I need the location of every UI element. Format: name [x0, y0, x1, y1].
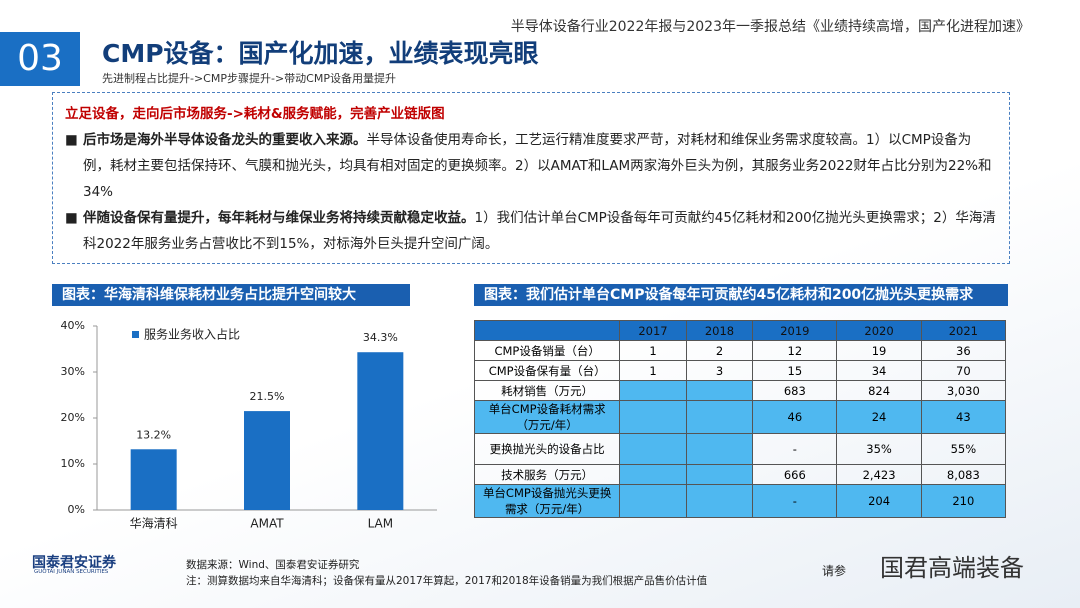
table-cell: CMP设备销量（台） [473, 340, 621, 361]
header-cell: 2020 [836, 320, 922, 341]
table-cell: 36 [920, 340, 1007, 361]
table-cell: 2 [685, 340, 754, 361]
table-cell [619, 484, 687, 518]
table-row: 更换抛光头的设备占比 -35% 55% [473, 433, 1007, 465]
table-cell: 55% [920, 433, 1007, 465]
header-row: 2017 2018 2019 2020 2021 [473, 320, 1007, 341]
header-cell: 2017 [619, 320, 687, 341]
table-cell: 耗材销售（万元） [473, 380, 621, 401]
slide-title: CMP设备：国产化加速，业绩表现亮眼 [102, 39, 539, 68]
value-label: 13.2% [136, 428, 171, 441]
header-cell: 2019 [752, 320, 838, 341]
table-cell: CMP设备保有量（台） [473, 360, 621, 381]
table-row: 耗材销售（万元） 683 824 3,030 [473, 380, 1007, 401]
table-cell: 3,030 [920, 380, 1007, 401]
table-cell: 204 [836, 484, 922, 518]
table-row: CMP设备保有量（台） 1 3 15 34 70 [473, 360, 1007, 381]
bullet-lead: 伴随设备保有量提升，每年耗材与维保业务将持续贡献稳定收益。 [83, 210, 475, 226]
y-tick-label: 20% [61, 411, 85, 424]
disclaimer: 请参 [822, 564, 847, 578]
summary-box: 立足设备，走向后市场服务->耗材&服务赋能，完善产业链版图 ■ 后市场是海外半导体… [52, 92, 1010, 264]
table-cell: 824 [836, 380, 922, 401]
table-cell: 24 [836, 400, 922, 434]
table-cell: 1 [619, 340, 687, 361]
logo-en: GUOTAI JUNAN SECURITIES [34, 569, 109, 575]
bullet: ■ 伴随设备保有量提升，每年耗材与维保业务将持续贡献稳定收益。1）我们估计单台CM… [65, 210, 996, 252]
y-tick-label: 30% [61, 365, 85, 378]
bullet-text: 半导体设备使用寿命长，工艺运行精准度要求严苛，对耗材和维保业务需求度较高。1）以… [83, 132, 992, 200]
table-cell: 15 [752, 360, 838, 381]
table-cell [685, 484, 754, 518]
table-cell: 2,423 [836, 464, 922, 485]
x-tick-label: 华海清科 [130, 516, 178, 531]
table-cell: 技术服务（万元） [473, 464, 621, 485]
table-cell: - [752, 433, 838, 465]
table-cell [619, 400, 687, 434]
table-row: 技术服务（万元） 666 2,423 8,083 [473, 464, 1007, 485]
legend-label: 服务业务收入占比 [144, 327, 240, 342]
legend-swatch [132, 331, 139, 338]
header-cell: 2021 [920, 320, 1007, 341]
chart-title: 图表：华海清科维保耗材业务占比提升空间较大 [52, 284, 410, 306]
table-row: 单台CMP设备抛光头更换需求（万元/年） -204 210 [473, 484, 1007, 518]
chart: 0% 10% 20% 30% 40% 服务业务收入占比 13.2% 21.5% 34.3% 华海清… [61, 319, 437, 531]
table-cell: 12 [752, 340, 838, 361]
bar [244, 411, 290, 510]
table-row: CMP设备销量（台） 1 2 12 19 36 [473, 340, 1007, 361]
report-title: 半导体设备行业2022年报与2023年一季报总结《业绩持续高增，国产化进程加速》 [510, 19, 1030, 35]
table-cell [619, 433, 687, 465]
table-cell [619, 380, 687, 401]
bar [357, 352, 404, 510]
table-cell: 3 [685, 360, 754, 381]
x-tick-label: AMAT [250, 517, 284, 531]
table-cell: 210 [920, 484, 1007, 518]
bullet: ■ 后市场是海外半导体设备龙头的重要收入来源。半导体设备使用寿命长，工艺运行精准度… [65, 132, 992, 200]
header-cell: 2018 [685, 320, 754, 341]
table-cell: 单台CMP设备抛光头更换需求（万元/年） [473, 484, 621, 518]
summary-heading: 立足设备，走向后市场服务->耗材&服务赋能，完善产业链版图 [65, 106, 445, 122]
table-cell: 8,083 [920, 464, 1007, 485]
table-cell [685, 380, 754, 401]
table-cell: 19 [836, 340, 922, 361]
table-cell: 34 [836, 360, 922, 381]
table-cell [619, 464, 687, 485]
bullet-text: 1）我们估计单台CMP设备每年可贡献约45亿耗材和200亿抛光头更换需求；2）华… [83, 210, 996, 252]
y-tick-label: 10% [61, 457, 85, 470]
table-row: 单台CMP设备耗材需求（万元/年） 46 24 43 [473, 400, 1007, 434]
bullet-lead: 后市场是海外半导体设备龙头的重要收入来源。 [83, 132, 367, 148]
table-cell [685, 464, 754, 485]
table-cell [685, 400, 754, 434]
value-label: 21.5% [250, 390, 285, 403]
table-cell: - [752, 484, 838, 518]
x-tick-label: LAM [368, 517, 394, 531]
table-cell: 46 [752, 400, 838, 434]
data-table: 2017 2018 2019 2020 2021 CMP设备销量（台） 1 2 12 19 36 CM… [473, 320, 1007, 518]
table-cell: 43 [920, 400, 1007, 434]
table-cell [685, 433, 754, 465]
bar [130, 449, 177, 510]
section-number: 03 [0, 32, 80, 86]
table-cell: 单台CMP设备耗材需求（万元/年） [473, 400, 621, 434]
table-cell: 更换抛光头的设备占比 [473, 433, 621, 465]
table-cell: 1 [619, 360, 687, 381]
subtitle: 先进制程占比提升->CMP步骤提升->带动CMP设备用量提升 [102, 72, 396, 85]
table-cell: 683 [752, 380, 838, 401]
y-tick-label: 0% [68, 503, 85, 516]
note: 注：测算数据均来自华海清科；设备保有量从2017年算起，2017和2018年设备… [186, 575, 708, 587]
watermark: 国君高端装备 [880, 554, 1024, 582]
source: 数据来源：Wind、国泰君安证券研究 [186, 559, 360, 571]
table-cell: 70 [920, 360, 1007, 381]
table-title: 图表：我们估计单台CMP设备每年可贡献约45亿耗材和200亿抛光头更换需求 [474, 284, 1008, 306]
table-cell: 666 [752, 464, 838, 485]
logo: 国泰君安证券 [32, 555, 116, 571]
value-label: 34.3% [363, 331, 398, 344]
header-cell [473, 320, 621, 341]
table-cell: 35% [836, 433, 922, 465]
y-tick-label: 40% [61, 319, 85, 332]
